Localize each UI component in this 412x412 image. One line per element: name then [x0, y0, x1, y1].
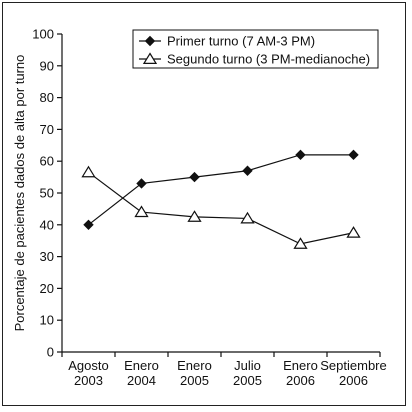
x-tick-label: Enero 2004 [124, 358, 159, 388]
y-tick-label: 30 [40, 249, 54, 264]
x-tick-label: Agosto 2003 [68, 358, 108, 388]
x-tick-label-line: Agosto [68, 358, 108, 373]
series-1 [83, 149, 359, 231]
y-axis-label: Porcentaje de pacientes dados de alta po… [12, 55, 27, 332]
data-point [136, 178, 147, 189]
data-point [83, 219, 94, 231]
y-axis-label-group: Porcentaje de pacientes dados de alta po… [12, 55, 27, 332]
data-point [187, 210, 202, 222]
data-point [189, 171, 200, 183]
x-tick-label: Julio 2005 [233, 358, 262, 388]
x-tick-label-line: Enero [124, 358, 159, 373]
x-tick-label-line: 2005 [233, 373, 262, 388]
y-tick-label: 80 [40, 90, 54, 105]
x-tick-label-line: 2004 [127, 373, 156, 388]
y-tick-label: 100 [32, 27, 54, 42]
x-tick-label: Septiembre 2006 [320, 358, 386, 388]
series-2 [81, 165, 361, 249]
y-tick-label: 40 [40, 217, 54, 232]
data-point [81, 165, 96, 178]
x-tick-label: Enero 2005 [177, 358, 212, 388]
y-tick-label: 0 [47, 345, 54, 360]
data-point [346, 226, 361, 238]
legend-label: Segundo turno (3 PM-medianoche) [167, 52, 370, 67]
x-tick-label-line: 2005 [180, 373, 209, 388]
legend-marker [142, 52, 158, 65]
chart-frame [2, 2, 406, 406]
data-point [293, 237, 308, 249]
x-tick-label: Enero 2006 [283, 358, 318, 388]
series-layer [81, 149, 361, 249]
y-tick-label: 60 [40, 154, 54, 169]
data-point [295, 149, 306, 161]
y-tick-label: 50 [40, 186, 54, 201]
y-tick-label: 10 [40, 313, 54, 328]
y-tick-label: 90 [40, 58, 54, 73]
series-line [88, 171, 354, 245]
data-point [348, 149, 359, 161]
data-point [242, 165, 253, 176]
x-tick-label-line: Julio [234, 358, 261, 373]
x-tick-label-line: 2006 [339, 373, 368, 388]
legend-label: Primer turno (7 AM-3 PM) [167, 34, 315, 49]
legend-box [132, 29, 379, 69]
legend: Primer turno (7 AM-3 PM) Segundo turno (3… [132, 29, 379, 69]
x-tick-label-line: Enero [283, 358, 318, 373]
x-tick-label-line: Septiembre [320, 358, 386, 373]
y-tick-label: 70 [40, 122, 54, 137]
data-point [240, 211, 255, 224]
x-tick-label-line: Enero [177, 358, 212, 373]
x-tick-label-line: 2003 [74, 373, 103, 388]
legend-marker [144, 35, 156, 47]
x-tick-label-line: 2006 [286, 373, 315, 388]
data-point [134, 205, 149, 218]
series-line [88, 154, 354, 226]
y-tick-label: 20 [40, 281, 54, 296]
